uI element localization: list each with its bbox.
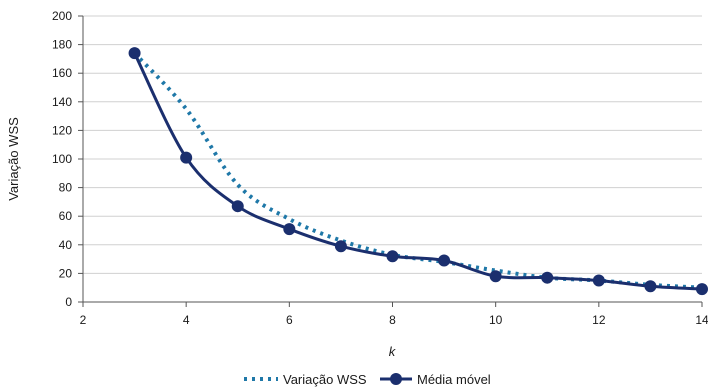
data-point-media-movel	[592, 274, 605, 287]
legend: Variação WSS Média móvel	[244, 372, 491, 387]
y-tick-label: 80	[59, 181, 73, 195]
data-point-media-movel	[386, 250, 399, 263]
series-line-variacao-wss	[133, 51, 703, 290]
legend-marker-media-movel	[390, 373, 402, 385]
grid-lines	[83, 15, 702, 274]
y-tick-label: 140	[52, 95, 72, 109]
y-axis-title: Variação WSS	[6, 117, 21, 201]
data-point-media-movel	[128, 47, 141, 60]
y-tick-label: 20	[59, 266, 73, 280]
series-line-media-movel	[133, 52, 703, 291]
legend-label-variacao-wss: Variação WSS	[283, 372, 367, 387]
y-tick-label: 200	[52, 9, 72, 23]
data-point-media-movel	[541, 271, 554, 284]
y-tick-label: 60	[59, 209, 73, 223]
data-point-media-movel	[334, 240, 347, 253]
x-axis-title: k	[389, 344, 397, 359]
x-tick-label: 14	[695, 313, 708, 327]
axes	[78, 15, 703, 307]
x-tick-label: 2	[80, 313, 87, 327]
data-point-media-movel	[180, 151, 193, 164]
y-tick-label: 100	[52, 152, 72, 166]
data-point-media-movel	[231, 200, 244, 213]
data-point-media-movel	[489, 270, 502, 283]
legend-label-media-movel: Média móvel	[417, 372, 491, 387]
x-tick-label: 6	[286, 313, 293, 327]
y-tick-label: 120	[52, 123, 72, 137]
data-points	[128, 47, 708, 296]
data-point-media-movel	[438, 254, 451, 267]
y-tick-label: 0	[65, 295, 72, 309]
x-tick-label: 4	[183, 313, 190, 327]
data-point-media-movel	[644, 280, 657, 293]
x-tick-label: 8	[389, 313, 396, 327]
tick-labels: 0 20 40 60 80 100 120 140 160 180 200 2 4 6 8 10 12 14	[52, 9, 708, 327]
y-tick-label: 40	[59, 238, 73, 252]
x-tick-label: 12	[592, 313, 606, 327]
x-tick-label: 10	[489, 313, 503, 327]
y-tick-label: 180	[52, 38, 72, 52]
data-point-media-movel	[283, 223, 296, 236]
data-point-media-movel	[696, 283, 708, 296]
series-lines	[133, 51, 703, 291]
y-tick-label: 160	[52, 66, 72, 80]
